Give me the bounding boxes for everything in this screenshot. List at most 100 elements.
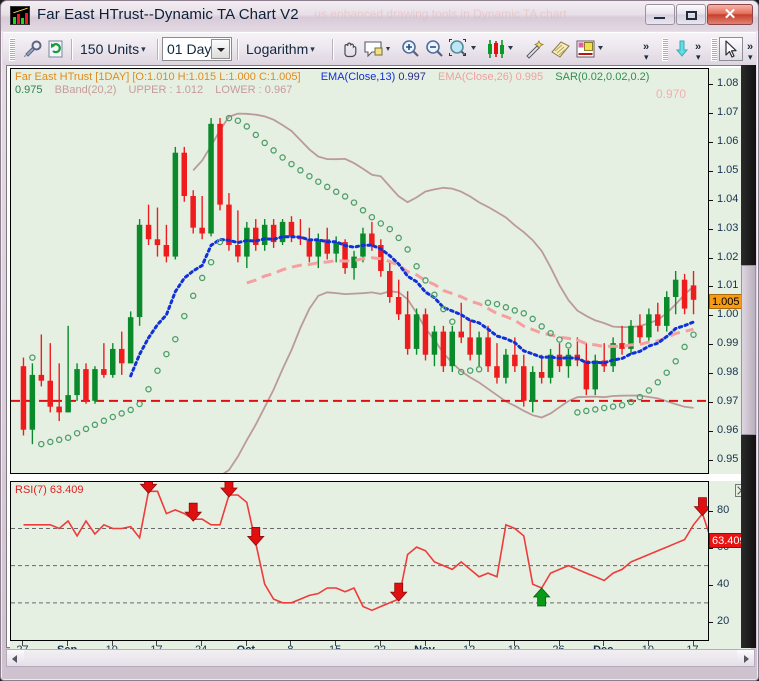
toolbar-grip[interactable]: [9, 38, 15, 61]
price-axis-tick: [709, 199, 713, 201]
price-axis-tick: [709, 171, 713, 172]
zoom-out-icon[interactable]: [423, 38, 445, 60]
minimize-button[interactable]: [645, 4, 675, 25]
sell-signal-marker: [693, 497, 708, 517]
magic-wand-icon[interactable]: [523, 38, 545, 60]
chart-container: Far East HTrust [1DAY] [O:1.010 H:1.015 …: [6, 65, 755, 663]
scale-label: Logarithm: [246, 41, 309, 57]
date-axis-tick: [469, 641, 471, 646]
toolbar-grip-2[interactable]: [662, 38, 668, 61]
price-axis-label: 1.08: [717, 77, 739, 90]
price-axis-label: 0.96: [717, 423, 739, 436]
candlestick-icon[interactable]: [485, 38, 517, 60]
current-price-tag: 1.005: [709, 293, 743, 309]
rsi-legend: RSI(7) 63.409: [15, 484, 84, 496]
date-axis-tick: [513, 641, 515, 646]
toolbar-overflow-2[interactable]: »: [695, 41, 702, 53]
scale-selector[interactable]: Logarithm ▾: [246, 41, 315, 57]
toolbar-grip-3[interactable]: [711, 38, 717, 61]
legend-bband-lower-label: LOWER :: [215, 84, 262, 96]
date-axis-tick: [245, 641, 247, 646]
date-axis-tick: [379, 641, 381, 646]
price-axis-tick: [709, 142, 713, 144]
close-button[interactable]: ✕: [707, 4, 753, 25]
window-controls: ✕: [644, 4, 753, 26]
date-axis-tick: [647, 641, 649, 646]
vertical-scrollbar[interactable]: [741, 65, 756, 648]
rsi-chart-canvas: [11, 482, 708, 612]
sell-signal-marker: [246, 526, 265, 546]
date-axis-tick: [156, 641, 158, 646]
price-axis-tick: [709, 315, 713, 317]
price-axis-label: 0.99: [717, 337, 739, 350]
period-dropdown-arrow[interactable]: [211, 39, 230, 59]
maximize-button[interactable]: [676, 4, 706, 25]
legend-ema26-value: 0.995: [515, 71, 544, 83]
rsi-value: 63.409: [49, 484, 84, 496]
units-label: 150 Units: [80, 41, 140, 57]
zoom-in-icon[interactable]: [399, 38, 421, 60]
rsi-axis-label: 20: [717, 615, 730, 628]
units-selector[interactable]: 150 Units ▾: [80, 41, 146, 57]
price-axis-tick: [709, 286, 713, 288]
price-axis-tick: [709, 257, 713, 259]
price-axis-label: 1.04: [717, 192, 739, 205]
app-icon: [10, 6, 30, 25]
title-bar: Far East HTrust--Dynamic TA Chart V2 ...…: [1, 1, 758, 31]
price-axis-label: 0.98: [717, 366, 739, 378]
date-axis-tick: [424, 641, 426, 646]
price-axis-label: 1.05: [717, 164, 739, 176]
sell-signal-marker: [389, 582, 408, 602]
price-chart-panel[interactable]: Far East HTrust [1DAY] [O:1.010 H:1.015 …: [10, 68, 709, 474]
vertical-scroll-thumb[interactable]: [741, 265, 756, 435]
toolbar-overflow-1[interactable]: »: [643, 41, 650, 53]
legend-bband-name: BBand(20,2): [54, 84, 117, 96]
price-axis[interactable]: 1.08 1.07 1.06 1.05 1.04 1.03 1.02 1.01 1.00 0.99…: [709, 68, 751, 474]
price-axis-label: 1.02: [717, 250, 739, 263]
toolbar: 150 Units ▾ 01 Day Logarithm ▾: [3, 32, 756, 65]
price-axis-tick: [709, 430, 713, 432]
sell-signal-marker: [139, 482, 158, 494]
price-axis-label: 0.95: [717, 452, 739, 465]
rsi-axis-tick: [709, 548, 713, 550]
support-line-label: 0.970: [656, 87, 687, 101]
legend-symbol: Far East HTrust: [15, 71, 93, 83]
price-axis-label: 1.07: [717, 106, 739, 119]
annotation-icon[interactable]: [363, 38, 393, 60]
period-combobox[interactable]: 01 Day: [162, 37, 232, 61]
price-axis-tick: [709, 84, 713, 86]
hand-icon[interactable]: [338, 38, 360, 60]
legend-ema13-name: EMA(Close,13): [320, 71, 396, 83]
toolbar-overflow-3[interactable]: »: [747, 41, 754, 53]
notes-icon[interactable]: [549, 38, 571, 60]
legend-bband-lower: 0.967: [264, 84, 293, 96]
price-axis-tick: [709, 401, 713, 403]
date-axis-tick: [67, 641, 69, 646]
date-axis-tick: [335, 641, 337, 646]
refresh-icon[interactable]: [45, 38, 67, 60]
legend-ema26-name: EMA(Close,26): [437, 71, 513, 83]
indicator-icon[interactable]: [671, 38, 693, 60]
price-axis-tick: [709, 228, 713, 230]
settings-icon[interactable]: [21, 38, 43, 60]
horizontal-scrollbar[interactable]: [6, 649, 755, 667]
scroll-left-arrow[interactable]: [7, 650, 24, 666]
zoom-select-icon[interactable]: [447, 38, 479, 60]
legend-sar-name: SAR(0.02,0.02,0.2): [555, 71, 650, 83]
legend-bband-upper: 1.012: [175, 84, 204, 96]
window-title: Far East HTrust--Dynamic TA Chart V2: [37, 6, 299, 23]
scroll-right-arrow[interactable]: [737, 650, 754, 666]
legend-sar-value: 0.975: [15, 84, 43, 96]
buy-signal-marker: [532, 587, 551, 607]
cursor-tool-button[interactable]: [719, 37, 743, 61]
price-axis-label: 1.01: [717, 279, 739, 292]
date-axis-tick: [692, 641, 694, 646]
rsi-axis-tick: [709, 585, 713, 587]
layout-icon[interactable]: [575, 38, 607, 60]
date-axis-tick: [201, 641, 203, 646]
price-axis-tick: [709, 459, 713, 461]
rsi-chart-panel[interactable]: RSI(7) 63.409: [10, 481, 709, 641]
background-ghost-text: ... us enhanced drawing tools in Dynamic…: [301, 7, 567, 21]
legend-period: [1DAY]: [95, 71, 130, 83]
